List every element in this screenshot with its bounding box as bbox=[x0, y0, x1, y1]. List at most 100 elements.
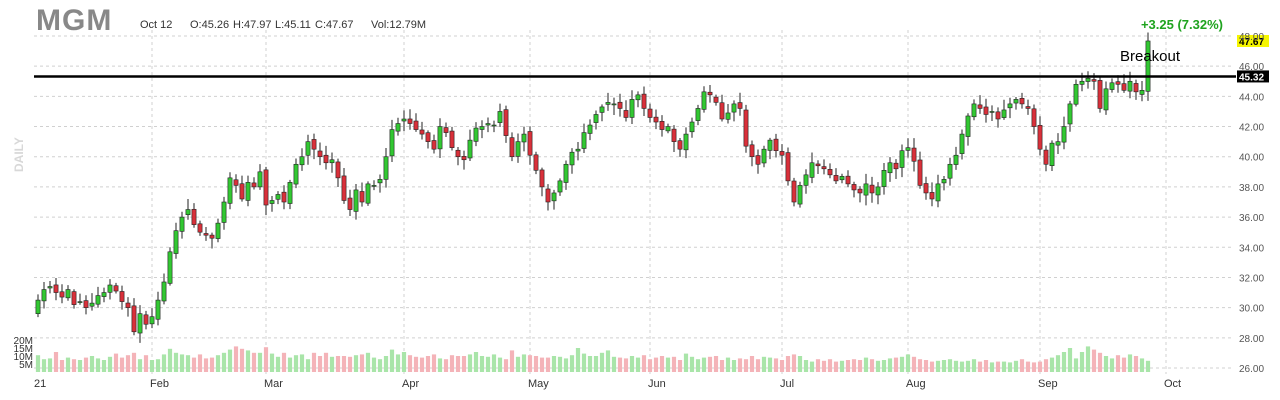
candle-body bbox=[1013, 99, 1019, 104]
volume-bar bbox=[779, 360, 785, 372]
volume-bar bbox=[311, 352, 317, 372]
volume-bar bbox=[305, 359, 311, 372]
candle-body bbox=[383, 156, 389, 180]
candle-body bbox=[1085, 77, 1091, 82]
candle-body bbox=[569, 151, 575, 166]
volume-bar bbox=[635, 357, 641, 372]
volume-bar bbox=[209, 357, 215, 372]
ticker-symbol: MGM bbox=[36, 4, 113, 37]
volume-bar bbox=[857, 360, 863, 372]
volume-bar bbox=[203, 358, 209, 372]
volume-bar bbox=[1013, 360, 1019, 372]
volume-bar bbox=[725, 357, 731, 372]
candle-body bbox=[245, 182, 251, 201]
candle-body bbox=[179, 216, 185, 232]
candle-body bbox=[473, 127, 479, 142]
volume-bar bbox=[581, 353, 587, 372]
candle-body bbox=[725, 112, 731, 120]
candle-body bbox=[203, 233, 209, 236]
candle-body bbox=[761, 148, 767, 164]
volume-bar bbox=[53, 352, 59, 372]
candle-body bbox=[371, 185, 377, 187]
volume-bar bbox=[593, 356, 599, 372]
volume-bar bbox=[959, 361, 965, 372]
last-price-label: 47.67 bbox=[1239, 37, 1264, 48]
candle-body bbox=[1127, 80, 1133, 92]
price-tick-label: 44.00 bbox=[1239, 92, 1264, 103]
price-axis: 26.00 28.00 30.00 32.00 34.00 36.00 38.00 40.00… bbox=[1239, 32, 1264, 375]
candle-body bbox=[929, 192, 935, 200]
candle-body bbox=[689, 121, 695, 133]
volume-bar bbox=[767, 357, 773, 372]
volume-bar bbox=[539, 357, 545, 372]
volume-bar bbox=[329, 356, 335, 372]
volume-bar bbox=[371, 357, 377, 372]
candle-body bbox=[971, 103, 977, 118]
candle-body bbox=[251, 182, 257, 188]
candle-body bbox=[113, 285, 119, 292]
candle-body bbox=[509, 137, 515, 158]
candle-body bbox=[131, 305, 137, 333]
volume-bar bbox=[629, 356, 635, 372]
candle-body bbox=[863, 183, 869, 196]
candle-body bbox=[923, 183, 929, 194]
month-label: Feb bbox=[150, 378, 169, 390]
volume-bar bbox=[413, 356, 419, 372]
volume-bar bbox=[521, 354, 527, 372]
volume-bar bbox=[89, 356, 95, 372]
candle-body bbox=[857, 188, 863, 194]
month-label: Mar bbox=[264, 378, 283, 390]
volume-bar bbox=[941, 360, 947, 372]
volume-bar bbox=[173, 352, 179, 372]
price-tick-label: 40.00 bbox=[1239, 153, 1264, 164]
candle-body bbox=[557, 180, 563, 193]
volume-bar bbox=[119, 357, 125, 372]
volume-bar bbox=[695, 359, 701, 372]
chart-overlays: 45.32 47.67 Breakout bbox=[34, 34, 1269, 83]
candle-body bbox=[521, 133, 527, 143]
volume-bar bbox=[875, 360, 881, 372]
candle-body bbox=[953, 154, 959, 165]
volume-bar bbox=[815, 359, 821, 372]
open-price: O:45.26 bbox=[190, 19, 230, 31]
volume-bar bbox=[641, 355, 647, 372]
date-axis: 21 Feb Mar Apr May Jun Jul Aug Sep Oct bbox=[34, 378, 1181, 390]
volume-bar bbox=[1061, 352, 1067, 372]
candle-body bbox=[881, 170, 887, 187]
candle-body bbox=[263, 169, 269, 206]
volume-bar bbox=[863, 357, 869, 372]
candle-body bbox=[1133, 83, 1139, 93]
volume-bar bbox=[851, 359, 857, 372]
candle-body bbox=[89, 302, 95, 307]
candle-body bbox=[605, 102, 611, 105]
volume-bar bbox=[227, 349, 233, 372]
candle-body bbox=[875, 186, 881, 196]
volume-bar bbox=[497, 357, 503, 372]
candle-body bbox=[1025, 106, 1031, 109]
candle-body bbox=[851, 184, 857, 191]
candle-body bbox=[467, 139, 473, 159]
volume-bar bbox=[569, 355, 575, 372]
candle-body bbox=[581, 132, 587, 149]
month-label: 21 bbox=[34, 378, 46, 390]
volume-bar bbox=[233, 346, 239, 372]
volume-bar bbox=[881, 360, 887, 372]
volume-bar bbox=[353, 355, 359, 372]
candle-body bbox=[275, 194, 281, 200]
candle-body bbox=[425, 132, 431, 142]
volume-tick-label: 5M bbox=[19, 360, 33, 371]
candle-body bbox=[215, 222, 221, 239]
close-price: C:47.67 bbox=[315, 19, 354, 31]
candle-body bbox=[827, 169, 833, 176]
candle-body bbox=[479, 126, 485, 130]
volume-bar bbox=[1145, 360, 1151, 372]
candle-body bbox=[269, 200, 275, 204]
candle-body bbox=[1073, 83, 1079, 105]
volume-bar bbox=[101, 360, 107, 372]
volume-bar bbox=[545, 357, 551, 372]
candle-body bbox=[503, 109, 509, 136]
volume-bar bbox=[287, 357, 293, 372]
volume-bar bbox=[923, 360, 929, 372]
candle-body bbox=[731, 103, 737, 113]
candle-body bbox=[197, 223, 203, 233]
